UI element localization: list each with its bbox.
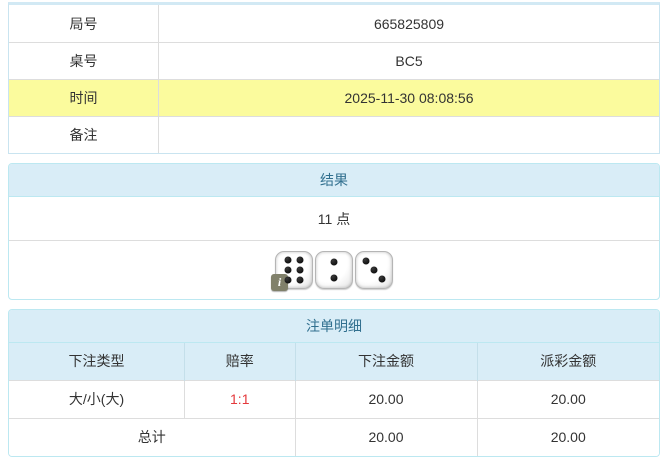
points-total: 11 点 bbox=[9, 197, 659, 241]
remark-value bbox=[159, 117, 659, 153]
table-row: 备注 bbox=[9, 116, 659, 153]
result-panel: 结果 11 点 i bbox=[8, 163, 660, 300]
bet-amount: 20.00 bbox=[294, 379, 477, 418]
col-header-odds: 赔率 bbox=[184, 343, 295, 380]
total-payout-amount: 20.00 bbox=[476, 417, 659, 456]
col-header-bet-amount: 下注金额 bbox=[294, 343, 477, 380]
round-id-value: 665825809 bbox=[373, 15, 445, 32]
bet-details-title: 注单明细 bbox=[9, 310, 659, 343]
page: 局号 665825809 桌号 BC5 时间 2025-11-30 08:08:… bbox=[8, 2, 660, 457]
table-row: 桌号 BC5 bbox=[9, 42, 659, 79]
dice-row: i bbox=[9, 241, 659, 299]
table-id-value: BC5 bbox=[395, 53, 423, 69]
bet-odds: 1:1 bbox=[184, 379, 295, 418]
bets-table: 下注类型 赔率 下注金额 派彩金额 大/小(大) 1:1 20.00 20.00… bbox=[9, 343, 659, 456]
die-icon bbox=[315, 251, 353, 289]
col-header-payout-amount: 派彩金额 bbox=[476, 343, 659, 380]
remark-label: 备注 bbox=[9, 117, 159, 153]
payout-amount: 20.00 bbox=[476, 379, 659, 418]
time-value: 2025-11-30 08:08:56 bbox=[344, 90, 474, 106]
die-icon bbox=[355, 251, 393, 289]
info-icon[interactable]: i bbox=[271, 274, 288, 291]
bet-row: 大/小(大) 1:1 20.00 20.00 bbox=[9, 379, 659, 418]
time-label: 时间 bbox=[9, 80, 159, 116]
game-info-table: 局号 665825809 桌号 BC5 时间 2025-11-30 08:08:… bbox=[8, 2, 660, 154]
total-label: 总计 bbox=[9, 417, 295, 456]
bets-header-row: 下注类型 赔率 下注金额 派彩金额 bbox=[9, 343, 659, 380]
bet-details-panel: 注单明细 下注类型 赔率 下注金额 派彩金额 大/小(大) 1:1 20.00 … bbox=[8, 309, 660, 457]
result-panel-title: 结果 bbox=[9, 164, 659, 197]
col-header-bet-type: 下注类型 bbox=[9, 343, 185, 380]
total-row: 总计 20.00 20.00 bbox=[9, 417, 659, 456]
round-id-label: 局号 bbox=[9, 5, 159, 42]
table-row: 局号 665825809 bbox=[9, 5, 659, 42]
table-row-highlighted: 时间 2025-11-30 08:08:56 bbox=[9, 79, 659, 116]
bet-type: 大/小(大) bbox=[9, 379, 185, 418]
table-id-label: 桌号 bbox=[9, 43, 159, 79]
die-icon: i bbox=[271, 251, 313, 291]
total-bet-amount: 20.00 bbox=[294, 417, 477, 456]
